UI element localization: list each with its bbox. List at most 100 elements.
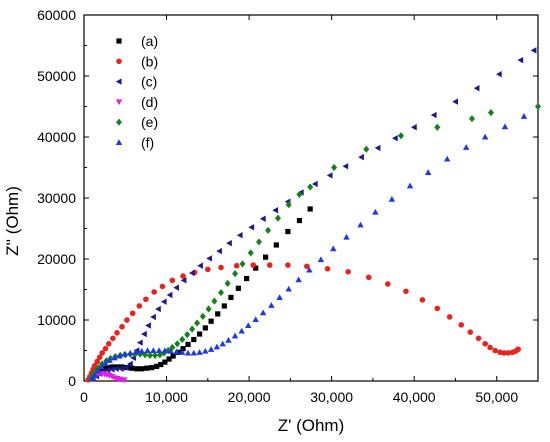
data-point [324,265,331,272]
y-tick-label: 30000 [37,190,76,206]
data-point [179,335,186,344]
data-point [218,288,225,297]
y-tick-label: 60000 [37,7,76,23]
data-point [304,263,310,270]
data-point [137,350,144,358]
data-point [150,313,156,321]
data-point [180,346,186,352]
data-point [388,196,396,202]
data-point [434,123,441,131]
data-point [343,233,350,240]
data-point [253,265,259,271]
data-point [263,254,269,260]
data-point [224,279,231,287]
data-point [306,266,313,273]
x-tick-label: 30,000 [310,389,353,405]
data-point [221,303,227,309]
data-point [145,322,151,329]
data-point [473,85,480,92]
data-point [330,245,337,252]
data-point [467,329,474,336]
data-point [206,255,213,262]
data-point [345,269,351,275]
y-axis-title: Z'' (Ohm) [3,186,22,256]
data-point [109,364,115,370]
data-point [235,285,241,291]
data-point [501,123,509,130]
data-point [132,348,140,355]
data-point [357,221,364,228]
data-point [94,358,101,365]
data-point [215,311,221,317]
data-point [273,242,279,248]
plot-border [83,14,539,382]
data-point [129,310,136,317]
data-point [295,276,302,283]
data-point [91,362,98,369]
x-tick-label: 50,000 [475,389,518,405]
data-point [154,363,160,369]
x-axis-title: Z' (Ohm) [278,416,345,435]
data-point [136,303,143,309]
data-point [89,375,96,382]
data-point [184,349,192,356]
data-point [151,289,157,295]
data-point [492,347,498,354]
y-tick-label: 50000 [37,68,76,84]
data-point [452,98,459,105]
data-point [406,182,414,189]
data-point [127,360,133,368]
data-point [232,270,239,278]
data-point [202,325,208,331]
y-tick-label: 20000 [37,251,76,267]
data-point [274,214,281,222]
data-point [147,351,154,359]
data-point [391,135,398,142]
data-point [117,365,124,372]
data-point [430,111,437,119]
data-point [166,356,172,362]
data-point [205,305,212,313]
data-point [468,115,475,123]
data-point [129,365,135,371]
data-point [218,264,224,271]
data-point [91,371,98,378]
data-point [144,347,151,354]
data-point [111,354,118,361]
data-point [363,145,370,153]
data-point [174,340,181,348]
data-point [104,364,110,371]
legend-label: (d) [141,94,158,110]
data-point [219,340,226,347]
data-point [535,102,541,111]
data-point [238,327,245,334]
data-point [342,163,349,170]
legend-label: (c) [141,74,157,90]
data-point [173,284,180,291]
y-axis-ticks: 0 10000 20000 30000 40000 50000 60000 [37,7,538,389]
data-point [194,319,201,327]
data-point [207,346,215,352]
data-point [374,144,381,152]
data-point [216,247,222,255]
data-point [106,357,113,363]
data-point [225,336,232,343]
data-point [520,113,528,119]
y-tick-label: 0 [68,373,76,389]
legend-marker [115,99,123,106]
data-point [116,352,123,359]
legend-marker [116,118,122,126]
data-point [180,277,187,284]
legend-marker [115,78,122,85]
data-point [372,208,379,215]
data-point [170,353,176,359]
data-point [151,351,158,359]
data-point [108,366,115,373]
data-point [285,262,291,268]
data-point [213,343,221,350]
data-point [189,325,196,333]
data-point [496,70,502,78]
series-2 [85,262,521,383]
data-point [124,317,130,323]
